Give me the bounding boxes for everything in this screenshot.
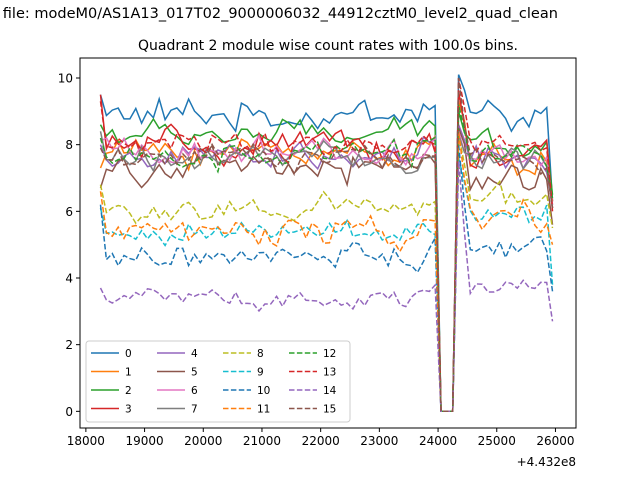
- x-tick-label: 23000: [360, 434, 398, 448]
- x-tick-label: 22000: [302, 434, 340, 448]
- chart-title: Quadrant 2 module wise count rates with …: [138, 38, 518, 54]
- legend-label-6: 6: [191, 385, 198, 397]
- series-line-11: [99, 131, 554, 413]
- legend-label-7: 7: [191, 403, 198, 415]
- legend-label-5: 5: [191, 366, 198, 378]
- legend-label-8: 8: [257, 348, 264, 360]
- legend-label-11: 11: [257, 403, 270, 415]
- series-line-0: [99, 74, 554, 413]
- x-tick-label: 19000: [125, 434, 163, 448]
- y-tick-label: 6: [65, 205, 73, 219]
- figure-suptitle: n file: modeM0/AS1A13_017T02_9000006032_…: [0, 6, 558, 22]
- series-line-8: [99, 134, 554, 413]
- legend-label-9: 9: [257, 366, 264, 378]
- series-line-10: [99, 144, 554, 413]
- legend-label-4: 4: [191, 348, 198, 360]
- x-tick-label: 20000: [184, 434, 222, 448]
- legend-label-2: 2: [125, 385, 132, 397]
- y-tick-label: 10: [58, 72, 73, 86]
- legend-label-14: 14: [323, 385, 337, 397]
- legend-label-15: 15: [323, 403, 336, 415]
- y-tick-label: 8: [65, 138, 73, 152]
- y-tick-label: 2: [65, 338, 73, 352]
- x-tick-label: 18000: [67, 434, 105, 448]
- axes-frame: [79, 57, 577, 429]
- x-tick-label: 26000: [536, 434, 574, 448]
- legend-box: [85, 340, 351, 423]
- legend-label-12: 12: [323, 348, 336, 360]
- series-layer: [99, 74, 554, 413]
- ticks-layer: 18000 19000 20000 21000 22000 23000 24000 25000…: [58, 72, 575, 449]
- series-line-14: [99, 161, 554, 413]
- legend-label-13: 13: [323, 366, 336, 378]
- legend-label-10: 10: [257, 385, 270, 397]
- legend-label-1: 1: [125, 366, 132, 378]
- legend-label-3: 3: [125, 403, 132, 415]
- x-tick-label: 25000: [478, 434, 516, 448]
- x-offset-label: +4.432e8: [517, 455, 576, 469]
- series-line-1: [99, 101, 554, 413]
- legend-label-0: 0: [125, 348, 132, 360]
- x-tick-label: 24000: [419, 434, 457, 448]
- series-line-15: [99, 77, 554, 413]
- x-tick-label: 21000: [243, 434, 281, 448]
- y-tick-label: 4: [65, 272, 73, 286]
- y-tick-label: 0: [65, 405, 73, 419]
